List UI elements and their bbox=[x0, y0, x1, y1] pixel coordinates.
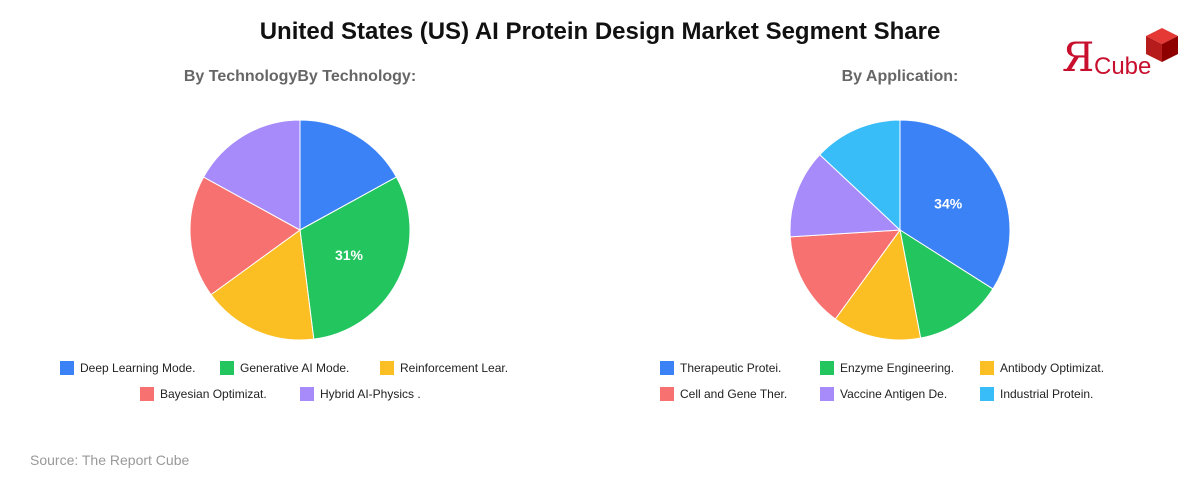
application-legend: Therapeutic Protei. Enzyme Engineering. An… bbox=[600, 360, 1200, 412]
legend-item: Generative AI Mode. bbox=[220, 360, 380, 376]
legend-item: Bayesian Optimizat. bbox=[140, 386, 300, 402]
report-cube-logo: Я Cube bbox=[1062, 26, 1182, 82]
legend-row: Therapeutic Protei. Enzyme Engineering. An… bbox=[600, 360, 1200, 376]
pie-slice bbox=[210, 229, 315, 341]
legend-item: Reinforcement Lear. bbox=[380, 360, 540, 376]
pie-slice bbox=[819, 119, 901, 232]
pie-slice bbox=[899, 228, 994, 339]
legend-row: Cell and Gene Ther. Vaccine Antigen De. In… bbox=[600, 386, 1200, 402]
legend-label: Reinforcement Lear. bbox=[400, 361, 509, 375]
legend-row: Deep Learning Mode. Generative AI Mode. Re… bbox=[0, 360, 600, 376]
application-pie: 34% bbox=[789, 119, 1011, 341]
technology-subtitle: By TechnologyBy Technology: bbox=[183, 68, 417, 85]
legend-item: Cell and Gene Ther. bbox=[660, 386, 820, 402]
legend-swatch bbox=[220, 361, 234, 375]
legend-swatch bbox=[980, 361, 994, 375]
technology-pie: 31% bbox=[189, 119, 411, 341]
cube-icon bbox=[1146, 28, 1178, 62]
legend-item: Therapeutic Protei. bbox=[660, 360, 820, 376]
slice-data-label: 34% bbox=[934, 196, 963, 212]
legend-item: Enzyme Engineering. bbox=[820, 360, 980, 376]
technology-legend: Deep Learning Mode. Generative AI Mode. Re… bbox=[0, 360, 600, 412]
source-note: Source: The Report Cube bbox=[30, 452, 190, 468]
legend-label: Enzyme Engineering. bbox=[840, 361, 955, 375]
legend-item: Vaccine Antigen De. bbox=[820, 386, 980, 402]
legend-label: Cell and Gene Ther. bbox=[680, 387, 788, 401]
legend-swatch bbox=[300, 387, 314, 401]
legend-label: Antibody Optimizat. bbox=[1000, 361, 1105, 375]
legend-label: Generative AI Mode. bbox=[240, 361, 350, 375]
legend-swatch bbox=[660, 361, 674, 375]
pie-slice bbox=[299, 176, 411, 340]
logo-mark: Я bbox=[1062, 35, 1095, 81]
legend-label: Industrial Protein. bbox=[1000, 387, 1094, 401]
pie-slice bbox=[789, 229, 902, 320]
legend-swatch bbox=[140, 387, 154, 401]
pie-slice bbox=[299, 119, 398, 231]
legend-label: Therapeutic Protei. bbox=[680, 361, 782, 375]
legend-label: Hybrid AI-Physics . bbox=[320, 387, 421, 401]
legend-row: Bayesian Optimizat. Hybrid AI-Physics . bbox=[0, 386, 600, 402]
chart-title: United States (US) AI Protein Design Mar… bbox=[259, 18, 941, 45]
legend-item: Hybrid AI-Physics . bbox=[300, 386, 460, 402]
pie-slice bbox=[899, 119, 1011, 290]
legend-swatch bbox=[980, 387, 994, 401]
legend-swatch bbox=[60, 361, 74, 375]
legend-label: Bayesian Optimizat. bbox=[160, 387, 267, 401]
legend-item: Deep Learning Mode. bbox=[60, 360, 220, 376]
legend-swatch bbox=[820, 361, 834, 375]
slice-data-label: 31% bbox=[335, 247, 364, 263]
pie-slice bbox=[202, 119, 301, 231]
legend-label: Vaccine Antigen De. bbox=[840, 387, 948, 401]
application-chart: By Application: 34% Therapeutic Protei. E… bbox=[600, 60, 1200, 420]
technology-chart: By TechnologyBy Technology: 31% Deep Lea… bbox=[0, 60, 600, 420]
legend-item: Antibody Optimizat. bbox=[980, 360, 1140, 376]
legend-item: Industrial Protein. bbox=[980, 386, 1140, 402]
application-subtitle: By Application: bbox=[841, 68, 959, 85]
pie-slice bbox=[789, 153, 902, 238]
logo-text: Cube bbox=[1094, 53, 1152, 80]
legend-swatch bbox=[380, 361, 394, 375]
legend-swatch bbox=[660, 387, 674, 401]
legend-label: Deep Learning Mode. bbox=[80, 361, 196, 375]
pie-slice bbox=[834, 228, 922, 341]
legend-swatch bbox=[820, 387, 834, 401]
pie-slice bbox=[189, 176, 301, 296]
